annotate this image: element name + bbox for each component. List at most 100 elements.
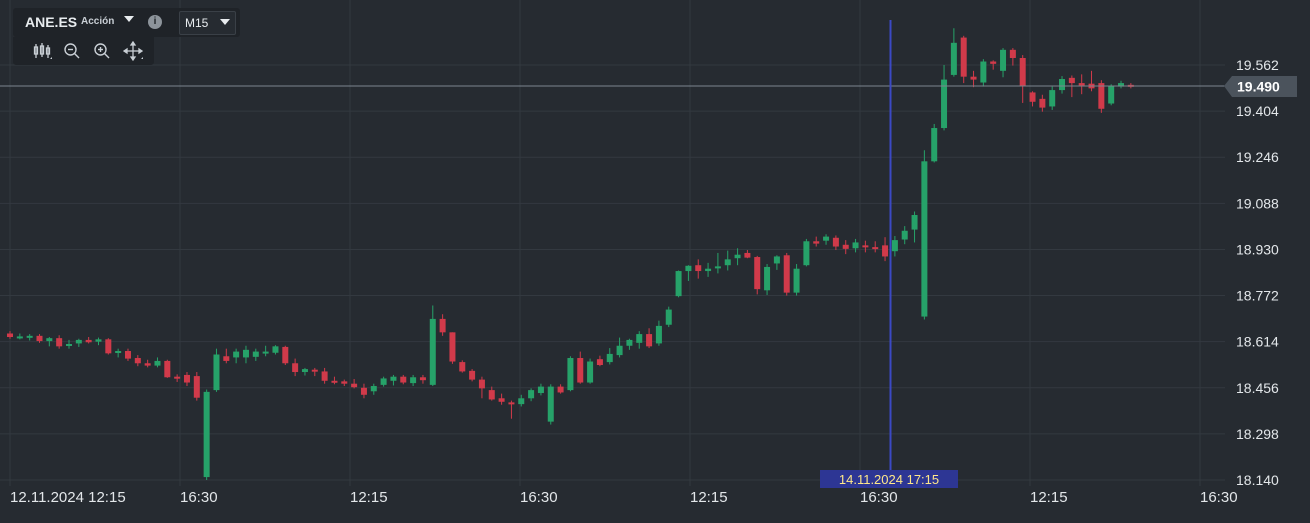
candlestick-icon[interactable]: [32, 41, 52, 61]
candle-body: [675, 271, 682, 297]
candle-body: [56, 338, 63, 347]
candle-body: [1039, 98, 1046, 108]
candle: [410, 374, 417, 387]
time-tick-label: 12:15: [1030, 489, 1068, 506]
candle-body: [901, 230, 908, 240]
candle: [872, 241, 879, 253]
candle-body: [1000, 49, 1007, 71]
candle-body: [75, 339, 82, 344]
candle: [262, 345, 269, 357]
caret-down-icon[interactable]: [124, 16, 134, 22]
candle: [429, 305, 436, 387]
candle-body: [606, 353, 613, 363]
candle: [655, 320, 662, 346]
candle: [351, 379, 358, 389]
price-tick-label: 19.088: [1236, 195, 1279, 211]
candle-body: [292, 363, 299, 373]
zoom-in-icon[interactable]: [92, 41, 112, 61]
candle: [764, 264, 771, 295]
candle: [134, 355, 141, 367]
candle-body: [360, 387, 367, 395]
candle: [1098, 80, 1105, 113]
candle: [626, 338, 633, 350]
symbol-toolbar: ANE.ES Acción i M15: [13, 8, 240, 37]
candle-body: [233, 351, 240, 358]
move-icon[interactable]: [123, 41, 143, 61]
time-axis[interactable]: 12.11.2024 12:15 16:30 12:15 16:30 12:15 16:3…: [10, 489, 1238, 506]
candle-body: [449, 332, 456, 362]
candle: [115, 348, 122, 358]
candle: [213, 348, 220, 392]
candle: [7, 331, 13, 339]
candle-body: [832, 237, 839, 247]
candle-body: [1118, 83, 1125, 87]
candle: [36, 334, 43, 343]
candle-body: [115, 351, 122, 354]
candle-body: [134, 358, 141, 364]
candle-body: [242, 349, 249, 358]
candle: [1118, 80, 1125, 89]
candle: [941, 65, 948, 131]
candle-body: [911, 215, 918, 230]
candle: [124, 348, 131, 361]
candle: [233, 348, 240, 364]
symbol-name[interactable]: ANE.ES: [25, 14, 78, 30]
candle-body: [410, 377, 417, 384]
timeframe-select[interactable]: M15: [179, 11, 236, 35]
candle-body: [154, 360, 161, 366]
candle: [390, 374, 397, 386]
candle: [1000, 48, 1007, 78]
candle: [144, 359, 151, 368]
candle: [419, 374, 426, 384]
candle: [488, 386, 495, 401]
candle-body: [1059, 79, 1066, 91]
candle-body: [872, 247, 879, 250]
candle: [95, 337, 102, 346]
candle: [1078, 74, 1085, 95]
zoom-out-icon[interactable]: [62, 41, 82, 61]
candle: [449, 332, 456, 364]
candle: [754, 255, 761, 295]
candle: [85, 336, 92, 344]
candle-body: [537, 386, 544, 394]
candle: [65, 339, 72, 349]
candle-body: [744, 252, 751, 258]
candle: [154, 357, 161, 368]
candle: [223, 348, 230, 364]
price-tick-label: 19.562: [1236, 57, 1279, 73]
crosshair-date-tag: 14.11.2024 17:15: [820, 470, 958, 488]
candle-body: [1108, 86, 1115, 104]
candle: [164, 359, 171, 378]
candle-body: [665, 309, 672, 325]
candle-body: [419, 377, 426, 381]
time-tick-label: 12:15: [690, 489, 728, 506]
candle: [439, 314, 446, 336]
price-axis[interactable]: 19.562 19.404 19.246 19.088 18.930 18.772 18.6…: [1236, 57, 1279, 488]
candle: [292, 358, 299, 377]
price-tick-label: 18.614: [1236, 334, 1279, 350]
candle: [508, 400, 515, 419]
candle-body: [508, 402, 515, 405]
candle-body: [105, 339, 112, 354]
candle-body: [616, 345, 623, 356]
candle: [921, 150, 928, 320]
info-icon[interactable]: i: [148, 15, 162, 29]
candle: [823, 234, 830, 245]
candle-body: [370, 386, 377, 392]
candle: [990, 60, 997, 70]
candle-body: [183, 374, 190, 383]
candle-body: [1029, 92, 1036, 102]
price-tick-label: 18.298: [1236, 426, 1279, 442]
candle-body: [655, 325, 662, 344]
caret-down-icon[interactable]: [220, 19, 230, 25]
candle: [1009, 48, 1016, 66]
candle-body: [46, 338, 53, 342]
candle-body: [557, 386, 564, 393]
candle-body: [587, 361, 594, 383]
candle-body: [891, 240, 898, 252]
candle: [1049, 86, 1056, 110]
candle-body: [7, 333, 13, 337]
candle-body: [223, 356, 230, 361]
